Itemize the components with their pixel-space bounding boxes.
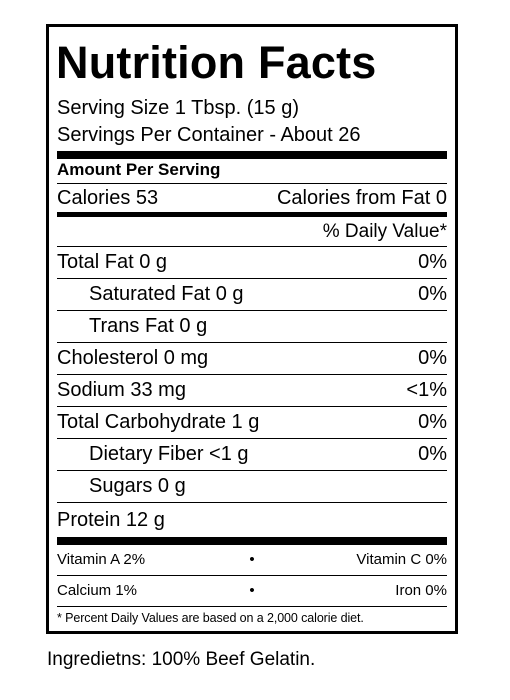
vitamin-right: Vitamin C 0%	[356, 551, 447, 568]
divider	[57, 183, 447, 184]
divider	[57, 246, 447, 247]
calories: Calories 53	[57, 186, 159, 209]
daily-value-header: % Daily Value*	[57, 217, 447, 246]
thick-divider	[57, 151, 447, 159]
divider	[57, 470, 447, 471]
vitamin-right: Iron 0%	[395, 582, 447, 599]
nutrient-row: Dietary Fiber <1 g 0%	[57, 439, 447, 470]
divider	[57, 406, 447, 407]
nutrient-dv: 0%	[418, 347, 447, 369]
nutrient-name: Total Fat 0 g	[57, 251, 168, 273]
nutrient-row: Total Carbohydrate 1 g 0%	[57, 407, 447, 438]
nutrient-dv: 0%	[418, 251, 447, 273]
label-title: Nutrition Facts	[56, 37, 377, 88]
nutrient-dv: 0%	[418, 443, 447, 465]
calories-row: Calories 53 Calories from Fat 0	[57, 184, 447, 212]
vitamin-left: Calcium 1%	[57, 582, 138, 599]
serving-size: Serving Size 1 Tbsp. (15 g)	[57, 97, 299, 119]
vitamin-row: Calcium 1% • Iron 0%	[57, 576, 447, 606]
bullet-separator: •	[249, 551, 255, 568]
nutrient-name: Trans Fat 0 g	[89, 315, 208, 337]
divider	[57, 310, 447, 311]
medium-divider	[57, 212, 447, 217]
nutrient-row: Saturated Fat 0 g 0%	[57, 279, 447, 310]
ingredients-text: Ingredietns: 100% Beef Gelatin.	[47, 649, 316, 670]
calories-from-fat: Calories from Fat 0	[276, 186, 447, 209]
divider	[57, 278, 447, 279]
divider	[57, 606, 447, 607]
nutrient-name: Saturated Fat 0 g	[89, 283, 244, 305]
nutrient-row: Total Fat 0 g 0%	[57, 247, 447, 278]
bullet-separator: •	[249, 582, 255, 599]
nutrient-dv: 0%	[418, 411, 447, 433]
divider	[57, 342, 447, 343]
divider	[57, 502, 447, 503]
nutrient-dv: <1%	[406, 379, 447, 401]
divider	[57, 374, 447, 375]
nutrient-row: Sugars 0 g	[57, 471, 447, 502]
nutrient-name: Total Carbohydrate 1 g	[57, 411, 260, 433]
nutrient-name: Dietary Fiber <1 g	[89, 443, 249, 465]
divider	[57, 438, 447, 439]
servings-per-container: Servings Per Container - About 26	[57, 124, 361, 146]
nutrient-row: Trans Fat 0 g	[57, 311, 447, 342]
divider	[57, 575, 447, 576]
vitamin-left: Vitamin A 2%	[57, 551, 146, 568]
nutrient-dv: 0%	[418, 283, 447, 305]
amount-per-serving: Amount Per Serving	[57, 160, 221, 179]
nutrient-row: Cholesterol 0 mg 0%	[57, 343, 447, 374]
nutrient-row: Protein 12 g	[57, 503, 447, 537]
thick-divider	[57, 537, 447, 545]
nutrient-name: Cholesterol 0 mg	[57, 347, 209, 369]
nutrition-facts-label: Nutrition Facts Serving Size 1 Tbsp. (15…	[46, 24, 458, 634]
nutrient-name: Protein 12 g	[57, 509, 165, 531]
nutrient-name: Sodium 33 mg	[57, 379, 186, 401]
vitamin-row: Vitamin A 2% • Vitamin C 0%	[57, 545, 447, 575]
daily-value-label: % Daily Value*	[322, 221, 447, 242]
footnote: * Percent Daily Values are based on a 2,…	[57, 611, 364, 625]
nutrient-name: Sugars 0 g	[89, 475, 186, 497]
nutrient-row: Sodium 33 mg <1%	[57, 375, 447, 406]
